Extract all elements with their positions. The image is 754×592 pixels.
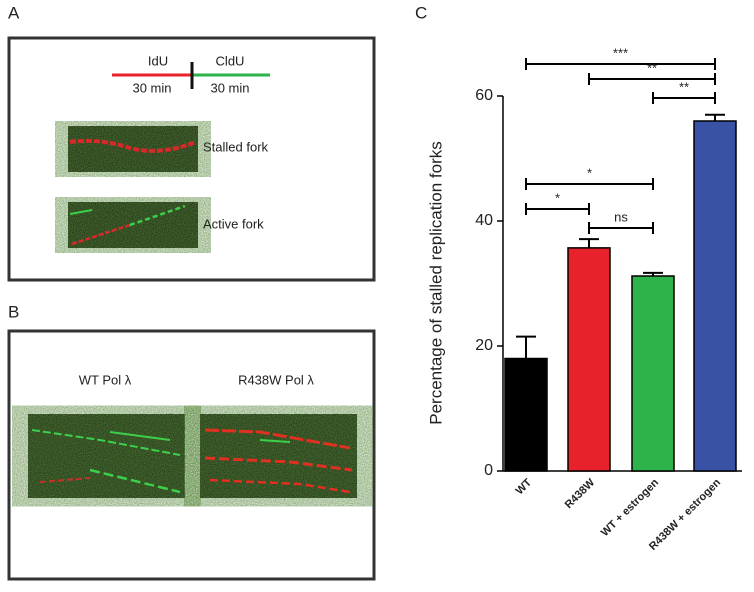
significance-label: ns [614, 209, 628, 224]
x-tick-label: R438W + estrogen [647, 476, 723, 552]
panel-label: A [8, 3, 20, 22]
significance-label: * [587, 165, 592, 180]
bar [567, 247, 611, 472]
y-axis-title: Percentage of stalled replication forks [426, 141, 445, 425]
panel-frame [7, 36, 376, 282]
micrograph [200, 414, 357, 498]
bar [693, 120, 737, 472]
panel-frame [7, 329, 376, 581]
x-tick-label: R438W [563, 476, 598, 511]
label: IdU [148, 53, 168, 68]
significance-label: ** [679, 79, 689, 94]
label: R438W Pol λ [238, 372, 314, 387]
label: WT Pol λ [79, 372, 132, 387]
significance-label: * [555, 190, 560, 205]
y-tick-label: 40 [475, 212, 493, 229]
x-tick-label: WT + estrogen [599, 476, 661, 538]
y-tick-label: 60 [475, 87, 493, 104]
y-tick-label: 0 [484, 462, 493, 479]
y-tick-label: 20 [475, 337, 493, 354]
label: 30 min [210, 80, 249, 95]
bar [631, 275, 675, 472]
micrograph [68, 202, 198, 248]
panel-label: C [415, 3, 427, 22]
micrograph [68, 126, 198, 172]
significance-label: ** [647, 60, 657, 75]
panel-label: B [8, 302, 19, 321]
x-tick-label: WT [514, 476, 535, 497]
significance-label: *** [613, 45, 628, 60]
label: Stalled fork [203, 139, 269, 154]
bar [504, 357, 548, 472]
label: Active fork [203, 216, 264, 231]
label: CldU [216, 53, 245, 68]
label: 30 min [132, 80, 171, 95]
micrograph [28, 414, 185, 498]
